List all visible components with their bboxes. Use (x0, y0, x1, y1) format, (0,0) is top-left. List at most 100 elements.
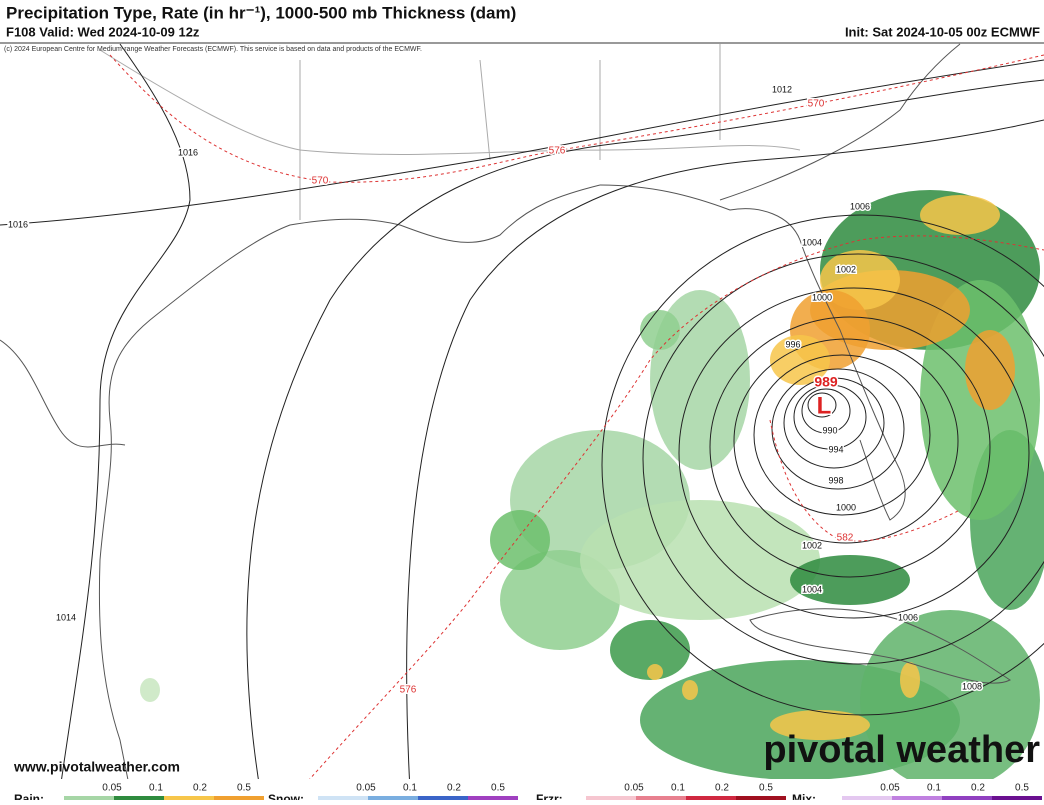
isobar (783, 377, 885, 469)
isobar (733, 338, 959, 544)
legend-swatch (214, 796, 264, 802)
coastlines (0, 43, 1011, 791)
legend-tick-label: 0.1 (927, 783, 941, 794)
logo: pivotal weather (763, 729, 1040, 771)
precip-area (490, 510, 550, 570)
site-url: www.pivotalweather.com (13, 759, 180, 775)
precip-area (770, 710, 870, 740)
border (0, 339, 126, 448)
legend-swatch (736, 796, 786, 802)
isobar-label: 1016 (8, 219, 28, 229)
isobar (406, 119, 1044, 791)
thickness-label: 570 (808, 99, 825, 110)
legend-swatch (942, 796, 992, 802)
center-pressure: 989 (814, 374, 838, 390)
coastline (98, 184, 601, 791)
legend-tick-label: 0.2 (447, 783, 461, 794)
legend-bar (0, 779, 1044, 800)
legend-tick-label: 0.1 (403, 783, 417, 794)
precip-area (682, 680, 698, 700)
thickness-line (769, 419, 961, 542)
isobar (601, 214, 1044, 716)
legend-swatch (318, 796, 368, 802)
legend-swatch (368, 796, 418, 802)
precip-area (610, 620, 690, 680)
legend-group-name: Rain: (14, 792, 44, 800)
isobar-label: 990 (822, 425, 837, 435)
legend-swatch (892, 796, 942, 802)
legend-swatch (114, 796, 164, 802)
isobar-label: 1008 (962, 681, 982, 691)
init-time: Init: Sat 2024-10-05 00z ECMWF (845, 24, 1040, 39)
thickness-label: 576 (400, 685, 417, 696)
valid-time: F108 Valid: Wed 2024-10-09 12z (6, 24, 200, 39)
isobar-label: 1004 (802, 237, 822, 247)
isobar-label: 998 (828, 475, 843, 485)
isobar-label: 1006 (850, 201, 870, 211)
precip-area (920, 195, 1000, 235)
isobar (642, 253, 1044, 665)
isobar (807, 392, 837, 418)
legend-group-name: Frzr: (536, 792, 563, 800)
isobar-label: 1000 (836, 502, 856, 512)
thickness-label: 570 (312, 176, 329, 187)
legend-swatch (418, 796, 468, 802)
legend-group-name: Mix: (792, 792, 816, 800)
isobar (59, 43, 191, 791)
thickness-line (109, 54, 1044, 183)
legend-tick-label: 0.5 (237, 783, 251, 794)
precip-area (580, 500, 820, 620)
legend-tick-label: 0.2 (193, 783, 207, 794)
legend-tick-label: 0.2 (715, 783, 729, 794)
legend-swatch (636, 796, 686, 802)
isobar (793, 384, 867, 450)
legend-tick-label: 0.2 (971, 783, 985, 794)
legend-tick-label: 0.05 (102, 783, 122, 794)
legend-tick-label: 0.1 (149, 783, 163, 794)
isobar-label: 1002 (836, 264, 856, 274)
isobar-label: 996 (785, 339, 800, 349)
precip-area (900, 662, 920, 698)
precip-area (965, 330, 1015, 410)
isobar (678, 287, 1030, 619)
isobars (0, 43, 1044, 791)
precip-area (640, 310, 680, 350)
island (749, 608, 1011, 684)
isobar (246, 79, 1044, 791)
legend-swatch (992, 796, 1042, 802)
legend-tick-label: 0.5 (491, 783, 505, 794)
legend-swatch (842, 796, 892, 802)
thickness-label: 582 (837, 533, 854, 544)
legend-swatch (64, 796, 114, 802)
map-labels: 1012 1016 1016 1006 1004 1002 1000 996 990 994 998… (6, 83, 983, 697)
legend-tick-label: 0.05 (356, 783, 376, 794)
precip-area (790, 555, 910, 605)
legend-swatch (468, 796, 518, 802)
legend-tick-label: 0.05 (624, 783, 644, 794)
legend-tick-label: 0.05 (880, 783, 900, 794)
legend-swatch (686, 796, 736, 802)
isobar-label: 1004 (802, 584, 822, 594)
legend-swatch (586, 796, 636, 802)
isobar-label: 1014 (56, 612, 76, 622)
isobar (709, 316, 991, 578)
isobar-label: 1012 (772, 84, 792, 94)
isobar (0, 59, 1044, 226)
low-marker: L (817, 392, 832, 419)
isobar-label: 1006 (898, 612, 918, 622)
thickness-lines (109, 54, 1044, 791)
credit: (c) 2024 European Centre for Medium-rang… (4, 46, 422, 53)
legend-tick-label: 0.5 (759, 783, 773, 794)
legend-swatch (164, 796, 214, 802)
isobar-label: 1002 (802, 540, 822, 550)
precip-area (647, 664, 663, 680)
isobar (801, 388, 851, 434)
isobar-label: 994 (828, 444, 843, 454)
isobar-label: 1016 (178, 147, 198, 157)
thickness-label: 576 (549, 146, 566, 157)
state-border (99, 44, 801, 220)
coastline (719, 43, 961, 201)
legend-tick-label: 0.1 (671, 783, 685, 794)
coastline (599, 184, 906, 521)
